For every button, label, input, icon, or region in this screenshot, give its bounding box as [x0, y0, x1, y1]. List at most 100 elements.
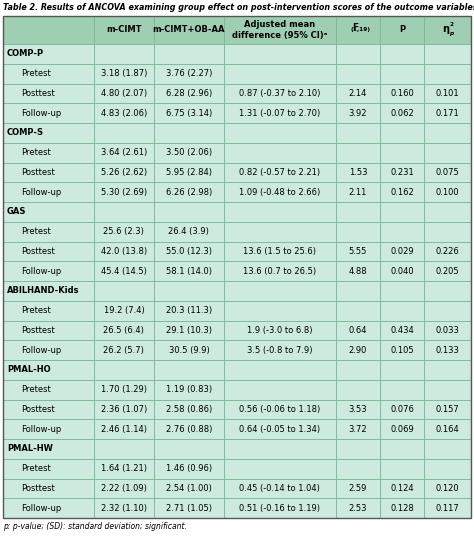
- Text: Posttest: Posttest: [21, 247, 55, 256]
- Bar: [154, 281, 224, 301]
- Text: 0.51 (-0.16 to 1.19): 0.51 (-0.16 to 1.19): [239, 504, 320, 512]
- Text: 0.124: 0.124: [390, 484, 414, 493]
- Bar: [336, 419, 380, 439]
- Bar: [94, 360, 154, 379]
- Text: 1.70 (1.29): 1.70 (1.29): [101, 385, 147, 394]
- Bar: [94, 84, 154, 103]
- Text: 6.75 (3.14): 6.75 (3.14): [166, 109, 212, 117]
- Text: 5.26 (2.62): 5.26 (2.62): [101, 168, 147, 177]
- Text: Posttest: Posttest: [21, 484, 55, 493]
- Text: 0.160: 0.160: [390, 89, 414, 98]
- Text: Pretest: Pretest: [21, 306, 51, 315]
- Bar: [336, 182, 380, 202]
- Text: 0.120: 0.120: [436, 484, 459, 493]
- Text: m-CIMT: m-CIMT: [106, 26, 142, 34]
- Bar: [94, 439, 154, 459]
- Bar: [380, 340, 424, 360]
- Bar: [154, 44, 224, 64]
- Bar: [94, 182, 154, 202]
- Bar: [224, 143, 336, 162]
- Bar: [380, 162, 424, 182]
- Bar: [380, 64, 424, 84]
- Text: 26.4 (3.9): 26.4 (3.9): [168, 227, 210, 236]
- Bar: [3, 143, 94, 162]
- Bar: [94, 479, 154, 498]
- Text: p: p: [449, 31, 454, 35]
- Bar: [3, 498, 94, 518]
- Bar: [336, 123, 380, 143]
- Bar: [3, 64, 94, 84]
- Bar: [94, 202, 154, 222]
- Bar: [224, 202, 336, 222]
- Bar: [336, 479, 380, 498]
- Bar: [94, 301, 154, 321]
- Bar: [224, 261, 336, 281]
- Bar: [380, 182, 424, 202]
- Bar: [380, 360, 424, 379]
- Bar: [94, 321, 154, 340]
- Text: 0.105: 0.105: [390, 346, 414, 355]
- Text: Pretest: Pretest: [21, 227, 51, 236]
- Text: 20.3 (11.3): 20.3 (11.3): [166, 306, 212, 315]
- Bar: [224, 44, 336, 64]
- Bar: [3, 479, 94, 498]
- Text: 0.062: 0.062: [390, 109, 414, 117]
- Bar: [154, 459, 224, 479]
- Bar: [94, 103, 154, 123]
- Bar: [94, 242, 154, 261]
- Bar: [336, 459, 380, 479]
- Text: 2.11: 2.11: [349, 188, 367, 197]
- Bar: [380, 498, 424, 518]
- Text: η: η: [442, 24, 449, 34]
- Text: 2.22 (1.09): 2.22 (1.09): [101, 484, 147, 493]
- Text: p: p-value; (SD): standard deviation; significant.: p: p-value; (SD): standard deviation; si…: [3, 522, 187, 531]
- Text: 0.226: 0.226: [436, 247, 459, 256]
- Text: PMAL-HW: PMAL-HW: [7, 444, 53, 453]
- Bar: [3, 103, 94, 123]
- Bar: [380, 321, 424, 340]
- Bar: [424, 399, 471, 419]
- Bar: [424, 123, 471, 143]
- Bar: [3, 399, 94, 419]
- Text: 2.71 (1.05): 2.71 (1.05): [166, 504, 212, 512]
- Bar: [3, 340, 94, 360]
- Bar: [94, 16, 154, 44]
- Text: 2.46 (1.14): 2.46 (1.14): [101, 425, 147, 434]
- Bar: [3, 459, 94, 479]
- Text: Pretest: Pretest: [21, 69, 51, 78]
- Text: 0.040: 0.040: [390, 266, 414, 276]
- Bar: [94, 419, 154, 439]
- Bar: [3, 44, 94, 64]
- Bar: [380, 202, 424, 222]
- Bar: [380, 479, 424, 498]
- Bar: [336, 379, 380, 399]
- Bar: [336, 321, 380, 340]
- Bar: [224, 419, 336, 439]
- Bar: [380, 419, 424, 439]
- Text: 1.53: 1.53: [349, 168, 367, 177]
- Text: Pretest: Pretest: [21, 464, 51, 473]
- Text: 1.09 (-0.48 to 2.66): 1.09 (-0.48 to 2.66): [239, 188, 320, 197]
- Bar: [380, 222, 424, 242]
- Text: 3.5 (-0.8 to 7.9): 3.5 (-0.8 to 7.9): [247, 346, 313, 355]
- Text: 2.36 (1.07): 2.36 (1.07): [101, 405, 147, 414]
- Bar: [224, 479, 336, 498]
- Text: 0.64: 0.64: [349, 326, 367, 335]
- Text: 0.205: 0.205: [436, 266, 459, 276]
- Bar: [336, 242, 380, 261]
- Text: 0.64 (-0.05 to 1.34): 0.64 (-0.05 to 1.34): [239, 425, 320, 434]
- Text: Posttest: Posttest: [21, 405, 55, 414]
- Text: COMP-P: COMP-P: [7, 49, 44, 58]
- Text: (1,19): (1,19): [351, 27, 371, 33]
- Bar: [424, 321, 471, 340]
- Text: 0.100: 0.100: [436, 188, 459, 197]
- Text: 0.029: 0.029: [390, 247, 414, 256]
- Text: 1.19 (0.83): 1.19 (0.83): [166, 385, 212, 394]
- Bar: [3, 439, 94, 459]
- Text: PMAL-HO: PMAL-HO: [7, 366, 51, 374]
- Bar: [380, 439, 424, 459]
- Bar: [3, 222, 94, 242]
- Text: 2.58 (0.86): 2.58 (0.86): [166, 405, 212, 414]
- Bar: [3, 301, 94, 321]
- Bar: [424, 459, 471, 479]
